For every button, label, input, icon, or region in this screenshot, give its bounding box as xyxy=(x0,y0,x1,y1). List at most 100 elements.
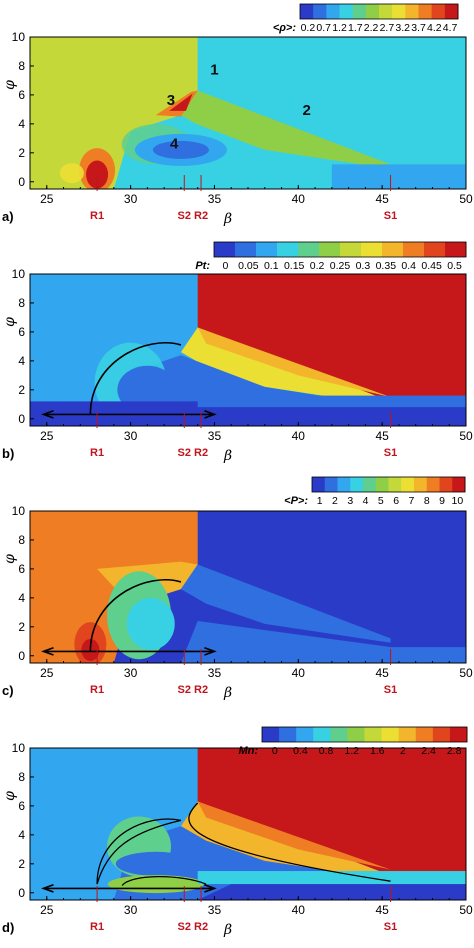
x-tick-label: 30 xyxy=(124,903,138,917)
marker-label-s2: S2 xyxy=(178,447,191,459)
colorbar-swatch xyxy=(439,477,453,492)
x-tick-label: 45 xyxy=(375,429,389,443)
lower-right-region xyxy=(180,621,466,663)
y-tick-label: 10 xyxy=(12,30,26,44)
y-tick-label: 4 xyxy=(18,828,25,842)
free-stream-region xyxy=(197,37,466,165)
y-tick-label: 8 xyxy=(18,770,25,784)
colorbar-tick-label: 7 xyxy=(409,495,415,507)
colorbar-tick-label: 0.5 xyxy=(447,260,462,272)
colorbar-swatch xyxy=(277,242,299,257)
colorbar-tick-label: 2.8 xyxy=(447,745,462,757)
marker-label-r1: R1 xyxy=(90,447,104,459)
colorbar-swatch xyxy=(426,477,440,492)
marker-label-s1: S1 xyxy=(384,921,397,933)
marker-label-r1: R1 xyxy=(90,921,104,933)
panel-1: 25 30 35 40 45 50 0 2 4 6 8 10 R1 S2 R2 S1 β φ a) 0.2 0.7 1.2… xyxy=(2,3,473,227)
colorbar-frame xyxy=(299,3,459,20)
colorbar: 1 2 3 4 5 6 7 8 9 10 <P>: xyxy=(284,476,466,507)
y-tick-label: 2 xyxy=(18,620,25,634)
colorbar-tick-label: 4.7 xyxy=(443,22,458,34)
x-axis: 25 30 35 40 45 50 xyxy=(40,422,473,443)
colorbar-swatch xyxy=(398,727,417,742)
colorbar-frame xyxy=(311,476,466,493)
markers: R1 S2 R2 S1 xyxy=(90,649,397,696)
lower-right-band xyxy=(197,871,466,885)
lower-right-region xyxy=(197,884,466,900)
marker-label-r2: R2 xyxy=(194,210,208,222)
colorbar-tick-label: 10 xyxy=(452,495,464,507)
x-axis: 25 30 35 40 45 50 xyxy=(40,185,473,206)
colorbar-tick-label: 3.2 xyxy=(395,22,410,34)
region-label-4: 4 xyxy=(170,135,179,152)
colorbar-swatch xyxy=(262,727,280,742)
colorbar-swatch xyxy=(339,4,354,19)
colorbar-tick-label: 0.4 xyxy=(401,260,416,272)
colorbar-swatch xyxy=(350,477,364,492)
colorbar-tick-label: 0.45 xyxy=(421,260,442,272)
x-tick-label: 50 xyxy=(459,903,473,917)
vortex-center xyxy=(152,140,209,159)
panel-label: a) xyxy=(2,209,14,224)
bottom-right-band xyxy=(331,164,466,189)
colorbar-swatch xyxy=(340,242,362,257)
arrow-left xyxy=(41,884,54,893)
shock-wedge xyxy=(180,564,391,643)
y-axis: 0 2 4 6 8 10 xyxy=(12,267,34,426)
colorbar-swatch xyxy=(361,242,383,257)
y-axis-label: φ xyxy=(2,791,18,801)
colorbar-swatch xyxy=(279,727,297,742)
x-tick-label: 30 xyxy=(124,192,138,206)
bottom-bubble xyxy=(107,875,204,894)
x-axis-label: β xyxy=(223,922,232,938)
colorbar-tick-label: 1.2 xyxy=(344,745,359,757)
left-warm-zone xyxy=(59,163,84,184)
y-tick-label: 8 xyxy=(18,59,25,73)
x-tick-label: 50 xyxy=(459,429,473,443)
total-pressure-region xyxy=(197,274,466,402)
colorbar-tick-label: 2 xyxy=(400,745,406,757)
markers: R1 S2 R2 S1 xyxy=(90,175,397,222)
panel-4: 25 30 35 40 45 50 0 2 4 6 8 10 R1 S2 R2 S1 β φ d) 0 0.4 0.8 1.… xyxy=(2,726,473,938)
colorbar-tick-label: 8 xyxy=(424,495,430,507)
shock-wedge-inner xyxy=(197,327,391,398)
markers: R1 S2 R2 S1 xyxy=(90,886,397,933)
x-tick-label: 30 xyxy=(124,666,138,680)
x-tick-label: 40 xyxy=(292,192,306,206)
y-tick-label: 8 xyxy=(18,296,25,310)
x-tick-label: 50 xyxy=(459,666,473,680)
colorbar-swatch xyxy=(452,477,466,492)
colorbar-tick-label: 6 xyxy=(393,495,399,507)
x-tick-label: 25 xyxy=(40,192,54,206)
colorbar-tick-label: 0.25 xyxy=(330,260,351,272)
y-tick-label: 4 xyxy=(18,591,25,605)
marker-label-s2: S2 xyxy=(178,921,191,933)
x-tick-label: 40 xyxy=(292,429,306,443)
colorbar-swatch xyxy=(388,477,402,492)
colorbar-swatch xyxy=(235,242,257,257)
colorbar-title: Mn: xyxy=(238,745,258,757)
contour-field xyxy=(30,274,466,426)
region-label-2: 2 xyxy=(303,102,311,119)
colorbar-tick-label: 2 xyxy=(332,495,338,507)
y-tick-label: 0 xyxy=(18,175,25,189)
y-tick-label: 10 xyxy=(12,504,26,518)
region-annotations: 1 2 3 4 xyxy=(167,62,311,153)
colorbar: 0 0.05 0.1 0.15 0.2 0.25 0.3 0.35 0.4 0.45 0.5 Pt: xyxy=(195,241,467,272)
x-tick-label: 25 xyxy=(40,666,54,680)
colorbar-swatch xyxy=(300,4,314,19)
colorbar-swatch xyxy=(382,242,404,257)
marker-label-s2: S2 xyxy=(178,684,191,696)
x-tick-label: 50 xyxy=(459,192,473,206)
colorbar-tick-label: 0.1 xyxy=(264,260,279,272)
x-axis-label: β xyxy=(223,211,232,227)
colorbar-tick-label: 0.2 xyxy=(310,260,325,272)
y-tick-label: 6 xyxy=(18,799,25,813)
colorbar-tick-label: 1.2 xyxy=(332,22,347,34)
colorbar-tick-label: 1.7 xyxy=(348,22,363,34)
colorbar-tick-label: 2.7 xyxy=(380,22,395,34)
colorbar-swatch xyxy=(337,477,351,492)
marker-label-s1: S1 xyxy=(384,447,397,459)
